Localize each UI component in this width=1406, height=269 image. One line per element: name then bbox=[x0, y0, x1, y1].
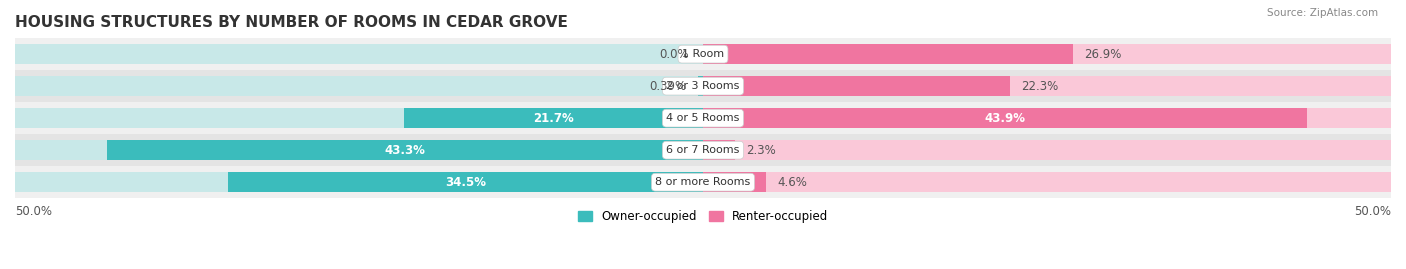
Text: 43.3%: 43.3% bbox=[385, 144, 426, 157]
Bar bbox=[15, 166, 1391, 198]
Text: 34.5%: 34.5% bbox=[446, 176, 486, 189]
Text: 0.39%: 0.39% bbox=[650, 80, 686, 93]
Text: 43.9%: 43.9% bbox=[984, 112, 1025, 125]
Bar bbox=[703, 140, 735, 160]
Text: 0.0%: 0.0% bbox=[659, 48, 689, 61]
Bar bbox=[15, 140, 703, 160]
Bar bbox=[703, 172, 766, 192]
Bar bbox=[697, 76, 703, 96]
Text: 50.0%: 50.0% bbox=[1354, 205, 1391, 218]
Text: 4.6%: 4.6% bbox=[778, 176, 807, 189]
Bar bbox=[15, 44, 703, 64]
Bar bbox=[15, 76, 703, 96]
Bar bbox=[405, 108, 703, 128]
Bar bbox=[703, 172, 1391, 192]
Bar bbox=[703, 44, 1073, 64]
Text: 1 Room: 1 Room bbox=[682, 49, 724, 59]
Legend: Owner-occupied, Renter-occupied: Owner-occupied, Renter-occupied bbox=[572, 205, 834, 228]
Text: 26.9%: 26.9% bbox=[1084, 48, 1122, 61]
Bar bbox=[15, 108, 703, 128]
Bar bbox=[15, 38, 1391, 70]
Bar bbox=[107, 140, 703, 160]
Bar bbox=[703, 44, 1391, 64]
Bar bbox=[15, 102, 1391, 134]
Bar bbox=[15, 134, 1391, 166]
Text: 6 or 7 Rooms: 6 or 7 Rooms bbox=[666, 145, 740, 155]
Text: HOUSING STRUCTURES BY NUMBER OF ROOMS IN CEDAR GROVE: HOUSING STRUCTURES BY NUMBER OF ROOMS IN… bbox=[15, 15, 568, 30]
Text: 4 or 5 Rooms: 4 or 5 Rooms bbox=[666, 113, 740, 123]
Bar bbox=[703, 140, 1391, 160]
Bar bbox=[15, 172, 703, 192]
Bar bbox=[703, 76, 1391, 96]
Bar bbox=[228, 172, 703, 192]
Text: 21.7%: 21.7% bbox=[533, 112, 574, 125]
Bar bbox=[703, 76, 1010, 96]
Bar bbox=[703, 108, 1391, 128]
Text: Source: ZipAtlas.com: Source: ZipAtlas.com bbox=[1267, 8, 1378, 18]
Text: 22.3%: 22.3% bbox=[1021, 80, 1059, 93]
Text: 2 or 3 Rooms: 2 or 3 Rooms bbox=[666, 81, 740, 91]
Text: 50.0%: 50.0% bbox=[15, 205, 52, 218]
Bar bbox=[15, 70, 1391, 102]
Text: 8 or more Rooms: 8 or more Rooms bbox=[655, 177, 751, 187]
Bar bbox=[703, 108, 1308, 128]
Text: 2.3%: 2.3% bbox=[745, 144, 775, 157]
